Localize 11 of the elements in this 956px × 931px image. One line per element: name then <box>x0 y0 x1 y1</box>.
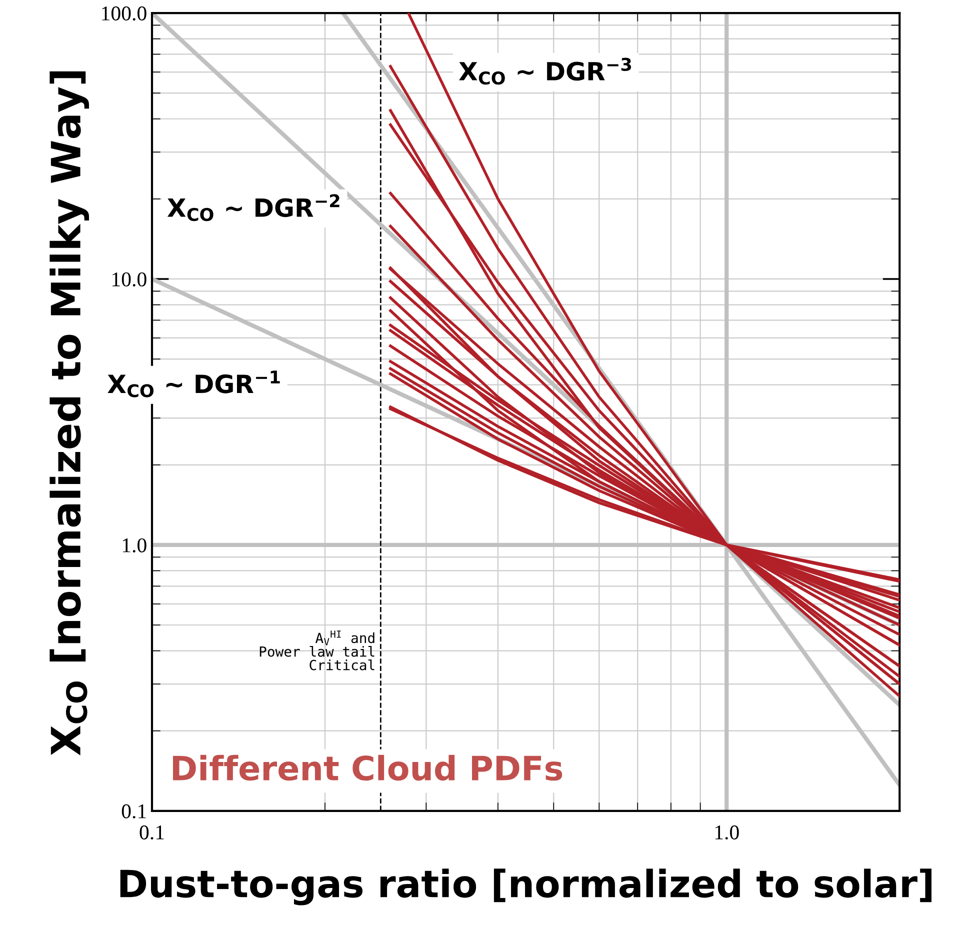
y-tick-label: 0.1 <box>122 804 146 818</box>
y-axis-title: X$_{CO}$ [normalized to Milky Way] <box>50 71 89 756</box>
annotation: X$_{CO}$ ~ DGR$^{−1}$ <box>108 370 280 398</box>
ref-line-label: A$_{V}$$^{HI}$ and Power law tail Critical <box>260 630 374 670</box>
annotation: X$_{CO}$ ~ DGR$^{−2}$ <box>167 194 340 222</box>
annotation: Different Cloud PDFs <box>173 754 562 781</box>
y-tick-label: 100.0 <box>102 6 146 21</box>
y-tick-label: 1.0 <box>122 538 146 552</box>
x-axis-title: Dust-to-gas ratio [normalized to solar] <box>120 868 932 906</box>
y-tick-label: 10.0 <box>112 272 146 287</box>
annotation: X$_{CO}$ ~ DGR$^{−3}$ <box>458 58 631 85</box>
